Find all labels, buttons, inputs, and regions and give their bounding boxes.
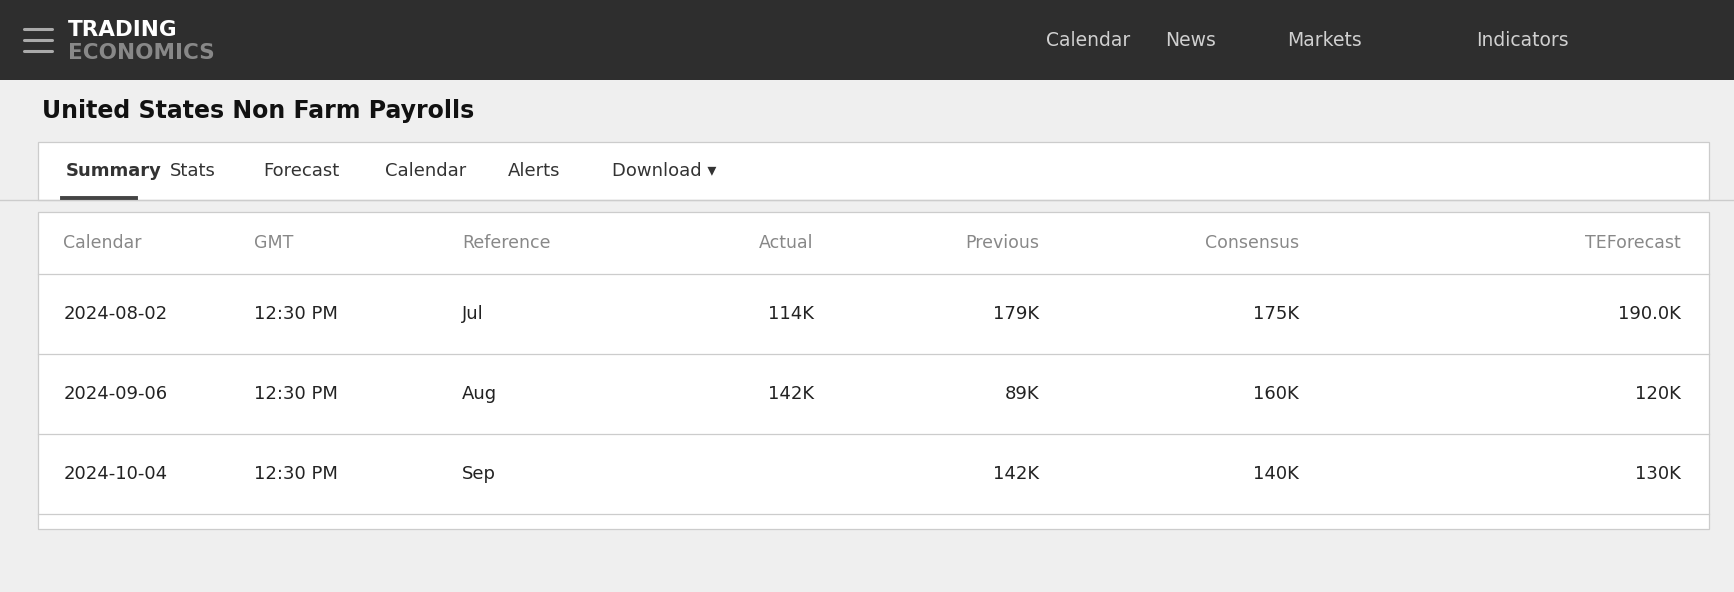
Text: Previous: Previous	[966, 234, 1039, 252]
Text: Download ▾: Download ▾	[612, 162, 716, 180]
Text: 142K: 142K	[994, 465, 1039, 483]
Bar	[0, 0, 1734, 80]
Text: Summary: Summary	[66, 162, 161, 180]
Bar	[38, 142, 1710, 200]
Text: 175K: 175K	[1254, 305, 1299, 323]
Text: 2024-08-02: 2024-08-02	[64, 305, 168, 323]
Text: United States Non Farm Payrolls: United States Non Farm Payrolls	[42, 99, 475, 123]
Text: 12:30 PM: 12:30 PM	[255, 305, 338, 323]
Text: 2024-10-04: 2024-10-04	[64, 465, 168, 483]
Bar	[38, 212, 1710, 529]
Text: News: News	[1165, 31, 1216, 50]
Text: 2024-09-06: 2024-09-06	[64, 385, 168, 403]
Text: TEForecast: TEForecast	[1585, 234, 1680, 252]
Text: TRADING: TRADING	[68, 20, 177, 40]
Text: Jul: Jul	[463, 305, 484, 323]
Text: 12:30 PM: 12:30 PM	[255, 465, 338, 483]
Text: Stats: Stats	[170, 162, 215, 180]
Text: Sep: Sep	[463, 465, 496, 483]
Text: 130K: 130K	[1635, 465, 1680, 483]
Text: Reference: Reference	[463, 234, 551, 252]
Text: 142K: 142K	[768, 385, 813, 403]
Text: 89K: 89K	[1004, 385, 1039, 403]
Text: Forecast: Forecast	[264, 162, 340, 180]
Text: Calendar: Calendar	[1046, 31, 1131, 50]
Text: Indicators: Indicators	[1476, 31, 1568, 50]
Text: Alerts: Alerts	[508, 162, 560, 180]
Text: 179K: 179K	[994, 305, 1039, 323]
Text: 12:30 PM: 12:30 PM	[255, 385, 338, 403]
Text: GMT: GMT	[255, 234, 293, 252]
Text: 114K: 114K	[768, 305, 813, 323]
Text: 140K: 140K	[1254, 465, 1299, 483]
Text: Calendar: Calendar	[64, 234, 142, 252]
Text: ECONOMICS: ECONOMICS	[68, 43, 215, 63]
Text: Aug: Aug	[463, 385, 498, 403]
Text: 120K: 120K	[1635, 385, 1680, 403]
Text: Consensus: Consensus	[1205, 234, 1299, 252]
Text: 190.0K: 190.0K	[1618, 305, 1680, 323]
Text: Markets: Markets	[1287, 31, 1361, 50]
Text: 160K: 160K	[1254, 385, 1299, 403]
Text: Actual: Actual	[759, 234, 813, 252]
Bar	[0, 80, 1734, 142]
Text: Calendar: Calendar	[385, 162, 466, 180]
